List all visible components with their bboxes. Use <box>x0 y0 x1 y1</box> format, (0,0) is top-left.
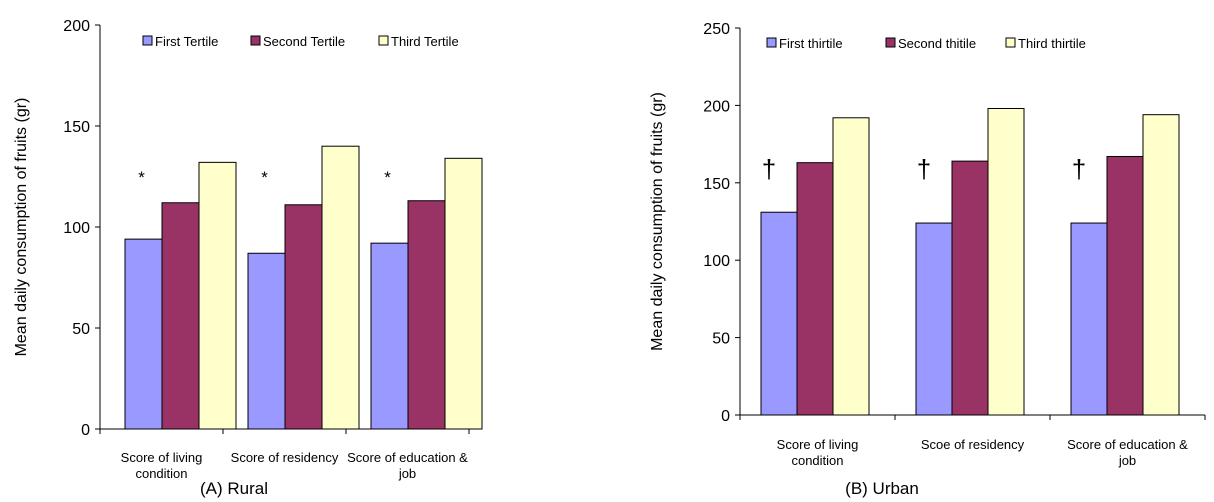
x-category-label: Score of education & job <box>347 450 468 481</box>
legend-label: Second Tertile <box>263 34 345 49</box>
legend-swatch <box>378 35 389 46</box>
legend-label: Third Tertile <box>391 34 459 49</box>
legend-label: First thirtile <box>779 36 843 51</box>
chart-caption: (A) Rural <box>200 479 268 498</box>
x-category-label-line: Score of residency <box>231 450 339 465</box>
bar-third-thirtile-2 <box>1142 114 1180 416</box>
significance-marker: † <box>1072 154 1086 184</box>
y-tick-label: 100 <box>703 253 730 270</box>
x-category-label-line: Score of education & <box>1067 437 1188 452</box>
bar-third-thirtile-1 <box>987 107 1025 416</box>
bar-third-tertile-0 <box>198 161 237 430</box>
x-category-label-line: condition <box>791 453 843 468</box>
bar-third-thirtile-0 <box>832 117 870 416</box>
x-category-label-line: Score of living <box>121 450 203 465</box>
significance-marker: † <box>762 154 776 184</box>
y-tick-label: 200 <box>703 98 730 115</box>
bar-first-tertile-1 <box>247 252 286 430</box>
legend-label: Second thitile <box>898 36 976 51</box>
bar-first-tertile-0 <box>124 238 163 430</box>
legend-label: First Tertile <box>155 34 218 49</box>
bar-third-tertile-1 <box>321 145 360 430</box>
x-category-label-line: condition <box>135 466 187 481</box>
bar-second-thitile-0 <box>796 162 834 416</box>
significance-marker: † <box>917 154 931 184</box>
y-axis-label: Mean daily consumption of fruits (gr) <box>649 92 666 351</box>
y-tick-label: 0 <box>721 408 730 425</box>
y-tick-label: 150 <box>703 176 730 193</box>
x-category-label: Score of residency <box>231 450 339 465</box>
chart-caption: (B) Urban <box>845 479 919 498</box>
y-tick-label: 250 <box>703 21 730 38</box>
y-axis-label: Mean daily consumption of fruits (gr) <box>13 98 30 357</box>
bar-second-tertile-1 <box>284 204 323 430</box>
legend-swatch <box>766 37 777 48</box>
bar-third-tertile-2 <box>444 157 483 430</box>
significance-marker: * <box>261 168 268 187</box>
bar-first-thirtile-2 <box>1070 222 1108 416</box>
x-category-label-line: Scoe of residency <box>921 437 1025 452</box>
x-category-label: Score of living condition <box>121 450 203 481</box>
y-tick-label: 100 <box>63 220 90 237</box>
y-tick-label: 50 <box>72 321 90 338</box>
bar-second-thitile-2 <box>1106 155 1144 416</box>
legend-swatch <box>142 35 153 46</box>
bar-first-tertile-2 <box>370 242 409 430</box>
y-tick-label: 50 <box>712 331 730 348</box>
significance-marker: * <box>384 168 391 187</box>
x-category-label: Score of education & job <box>1067 437 1188 468</box>
bar-second-tertile-0 <box>161 202 200 430</box>
bar-second-thitile-1 <box>951 160 989 416</box>
legend-swatch <box>1005 37 1016 48</box>
x-category-label-line: Score of education & <box>347 450 468 465</box>
y-tick-label: 0 <box>81 422 90 439</box>
bar-first-thirtile-1 <box>915 222 953 416</box>
x-category-label-line: job <box>1118 453 1136 468</box>
significance-marker: * <box>138 168 145 187</box>
legend-swatch <box>885 37 896 48</box>
y-tick-label: 200 <box>63 18 90 35</box>
legend-label: Third thirtile <box>1018 36 1086 51</box>
y-tick-label: 150 <box>63 119 90 136</box>
x-category-label-line: job <box>398 466 416 481</box>
bar-first-thirtile-0 <box>760 211 798 416</box>
bar-second-tertile-2 <box>407 200 446 430</box>
x-category-label: Score of living condition <box>777 437 859 468</box>
legend-swatch <box>250 35 261 46</box>
x-category-label-line: Score of living <box>777 437 859 452</box>
x-category-label: Scoe of residency <box>921 437 1025 452</box>
